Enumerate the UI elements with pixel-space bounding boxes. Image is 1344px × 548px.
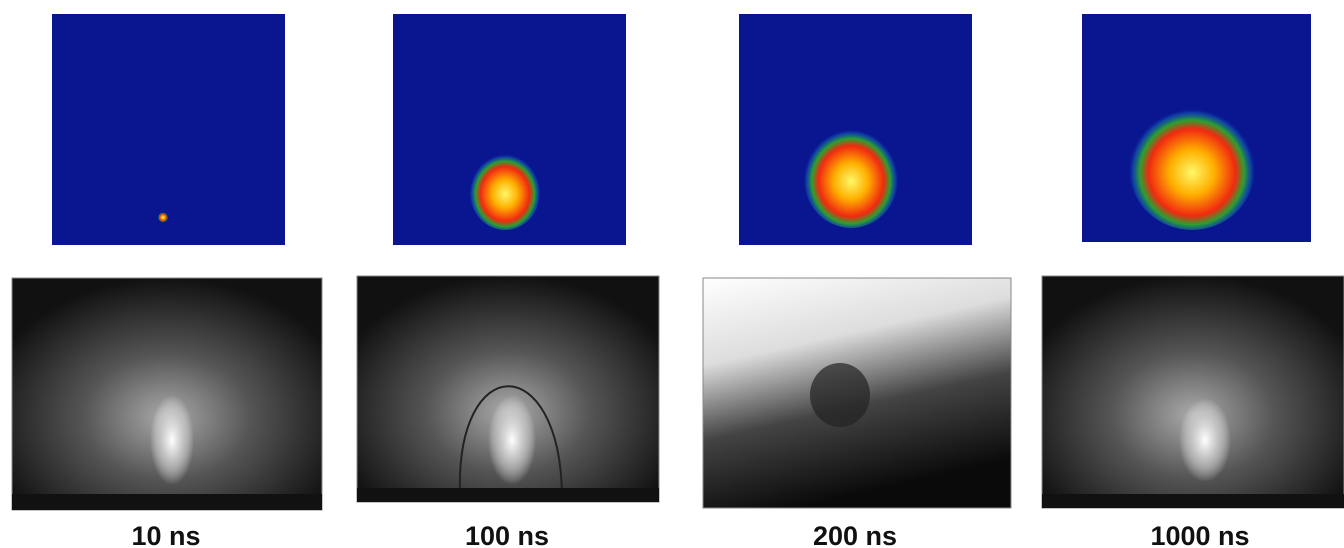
plasma-glow	[469, 150, 541, 230]
figure: 10 ns 100 ns 200 ns 1000 ns	[0, 0, 1344, 548]
emission-image	[52, 14, 285, 245]
target-surface	[1042, 494, 1344, 508]
dark-core	[810, 363, 870, 427]
shadowgraphs	[12, 276, 1344, 510]
bright-spot	[150, 395, 194, 485]
time-label: 1000 ns	[1150, 521, 1249, 548]
plasma-glow	[1128, 102, 1256, 230]
time-label: 10 ns	[131, 521, 200, 548]
bright-spot	[1179, 398, 1231, 482]
target-surface	[357, 488, 659, 502]
plasma-glow	[803, 124, 899, 228]
target-surface	[12, 494, 322, 510]
plasma-glow	[158, 212, 168, 222]
time-label: 200 ns	[813, 521, 897, 548]
page: 10 ns 100 ns 200 ns 1000 ns (() => { con…	[0, 0, 1344, 548]
time-label: 100 ns	[465, 521, 549, 548]
bright-spot	[488, 395, 536, 485]
emission-images	[52, 14, 1311, 245]
